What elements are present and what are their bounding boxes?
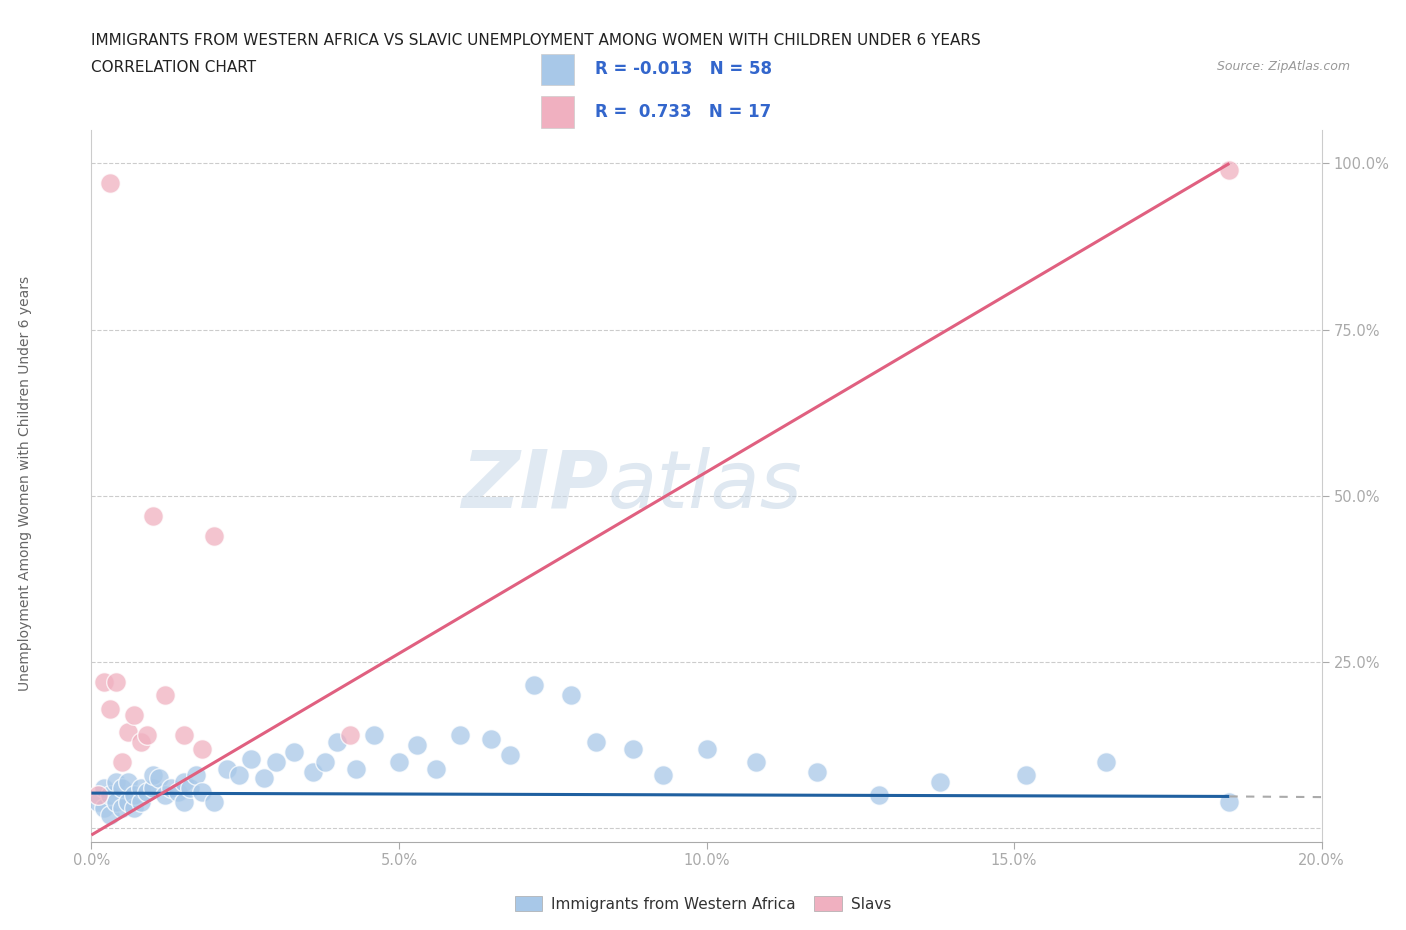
- Point: [202, 794, 225, 809]
- Point: [173, 728, 195, 743]
- Point: [326, 735, 349, 750]
- Legend: Immigrants from Western Africa, Slavs: Immigrants from Western Africa, Slavs: [509, 890, 897, 918]
- Point: [160, 781, 183, 796]
- Point: [388, 754, 411, 769]
- Point: [105, 775, 127, 790]
- Point: [117, 775, 139, 790]
- Point: [173, 794, 195, 809]
- Point: [479, 731, 502, 746]
- Point: [129, 794, 152, 809]
- Text: R =  0.733   N = 17: R = 0.733 N = 17: [595, 103, 770, 121]
- Point: [153, 788, 177, 803]
- Point: [173, 775, 195, 790]
- Text: IMMIGRANTS FROM WESTERN AFRICA VS SLAVIC UNEMPLOYMENT AMONG WOMEN WITH CHILDREN : IMMIGRANTS FROM WESTERN AFRICA VS SLAVIC…: [91, 33, 981, 47]
- Point: [215, 761, 238, 776]
- Bar: [541, 54, 575, 86]
- Point: [129, 781, 152, 796]
- Point: [124, 801, 146, 816]
- Point: [191, 784, 214, 799]
- Point: [93, 801, 115, 816]
- Point: [111, 781, 134, 796]
- Point: [86, 788, 108, 803]
- Point: [929, 775, 952, 790]
- Point: [449, 728, 471, 743]
- Point: [142, 509, 165, 524]
- Text: Unemployment Among Women with Children Under 6 years: Unemployment Among Women with Children U…: [18, 276, 32, 691]
- Point: [124, 708, 146, 723]
- Point: [105, 794, 127, 809]
- Point: [129, 735, 152, 750]
- Point: [135, 784, 157, 799]
- Point: [283, 744, 305, 759]
- Point: [142, 768, 165, 783]
- Text: R = -0.013   N = 58: R = -0.013 N = 58: [595, 60, 772, 78]
- Point: [621, 741, 644, 756]
- Point: [585, 735, 607, 750]
- Point: [560, 688, 582, 703]
- Point: [86, 794, 108, 809]
- Point: [652, 768, 675, 783]
- Point: [1218, 163, 1240, 178]
- Point: [1095, 754, 1118, 769]
- Point: [98, 701, 121, 716]
- Point: [1015, 768, 1038, 783]
- Text: CORRELATION CHART: CORRELATION CHART: [91, 60, 256, 75]
- Point: [117, 724, 139, 739]
- Point: [111, 801, 134, 816]
- Point: [363, 728, 385, 743]
- Point: [523, 678, 546, 693]
- Point: [191, 741, 214, 756]
- Point: [696, 741, 718, 756]
- Point: [498, 748, 520, 763]
- Text: atlas: atlas: [607, 447, 803, 525]
- Point: [184, 768, 207, 783]
- Point: [339, 728, 361, 743]
- Point: [806, 764, 828, 779]
- Point: [135, 728, 157, 743]
- Point: [148, 771, 170, 786]
- Point: [301, 764, 323, 779]
- Point: [868, 788, 890, 803]
- Point: [1218, 794, 1240, 809]
- Bar: [541, 96, 575, 127]
- Point: [344, 761, 367, 776]
- Point: [98, 807, 121, 822]
- Point: [228, 768, 250, 783]
- Point: [93, 674, 115, 689]
- Point: [745, 754, 768, 769]
- Point: [166, 784, 188, 799]
- Point: [240, 751, 263, 766]
- Point: [124, 788, 146, 803]
- Text: Source: ZipAtlas.com: Source: ZipAtlas.com: [1216, 60, 1350, 73]
- Point: [98, 176, 121, 191]
- Point: [314, 754, 336, 769]
- Point: [425, 761, 447, 776]
- Point: [153, 688, 177, 703]
- Point: [98, 788, 121, 803]
- Point: [111, 754, 134, 769]
- Point: [264, 754, 287, 769]
- Point: [142, 781, 165, 796]
- Point: [253, 771, 276, 786]
- Text: ZIP: ZIP: [461, 447, 607, 525]
- Point: [105, 674, 127, 689]
- Point: [179, 781, 201, 796]
- Point: [93, 781, 115, 796]
- Point: [202, 528, 225, 543]
- Point: [406, 737, 429, 752]
- Point: [117, 794, 139, 809]
